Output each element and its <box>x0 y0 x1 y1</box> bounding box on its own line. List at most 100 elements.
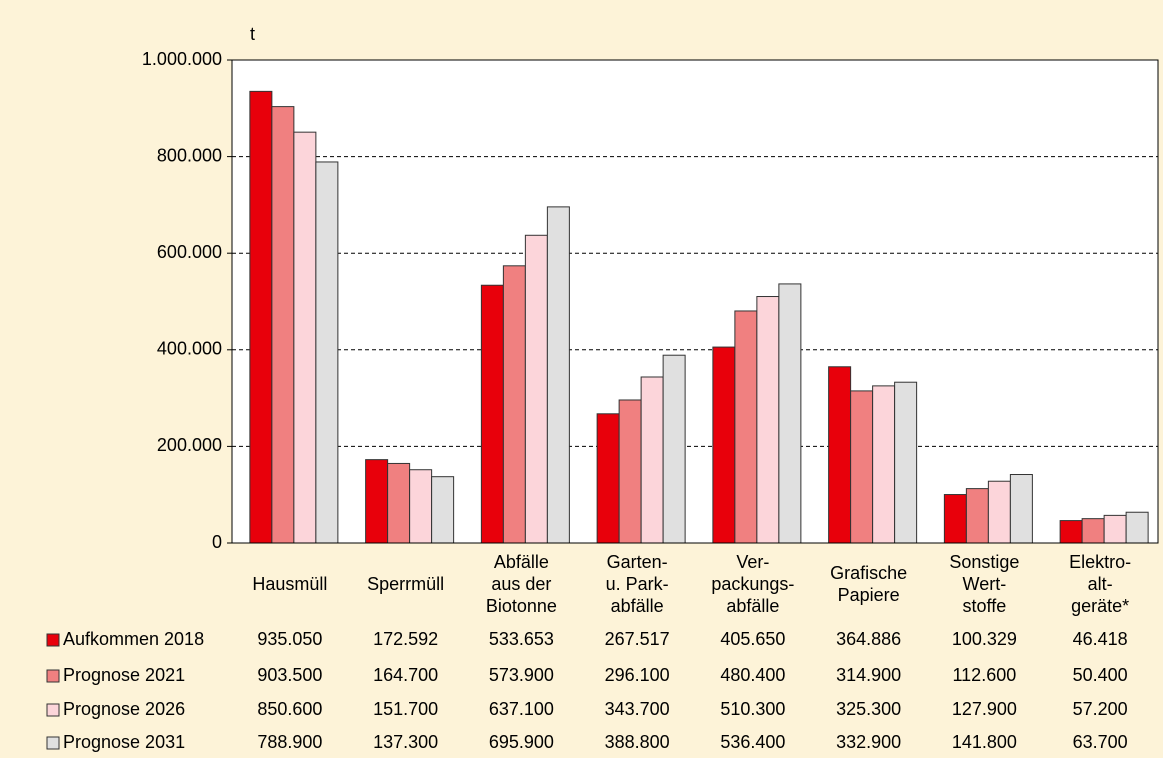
table-value: 332.900 <box>836 732 901 752</box>
x-tick-label: Ver- <box>736 552 769 572</box>
bar <box>965 488 989 544</box>
table-value: 164.700 <box>373 665 438 685</box>
table-value: 172.592 <box>373 629 438 649</box>
x-tick-label: abfälle <box>726 596 779 616</box>
legend-swatch <box>46 669 60 683</box>
bar <box>365 459 389 544</box>
x-tick-label: Sonstige <box>949 552 1019 572</box>
table-value: 296.100 <box>605 665 670 685</box>
bar <box>1081 518 1105 544</box>
legend-label: Prognose 2031 <box>63 732 185 752</box>
x-tick-label: Elektro- <box>1069 552 1131 572</box>
x-tick-label: Wert- <box>963 574 1007 594</box>
bar <box>640 376 664 544</box>
bar <box>987 480 1011 544</box>
bar <box>778 283 802 544</box>
table-value: 480.400 <box>720 665 785 685</box>
x-tick-label: Papiere <box>838 585 900 605</box>
bar <box>1103 514 1127 544</box>
bar <box>756 296 780 544</box>
table-value: 151.700 <box>373 699 438 719</box>
bar <box>387 462 411 544</box>
table-value: 267.517 <box>605 629 670 649</box>
table-value: 533.653 <box>489 629 554 649</box>
table-value: 903.500 <box>257 665 322 685</box>
bar <box>662 354 686 544</box>
bar <box>596 413 620 544</box>
y-tick-label: 0 <box>212 532 222 552</box>
legend-swatch <box>46 703 60 717</box>
bar <box>828 366 852 544</box>
legend-label: Prognose 2021 <box>63 665 185 685</box>
table-value: 57.200 <box>1073 699 1128 719</box>
table-value: 112.600 <box>953 665 1017 685</box>
bar <box>712 346 736 544</box>
bar <box>480 284 504 544</box>
bar <box>431 476 455 544</box>
bar <box>618 399 642 544</box>
table-value: 343.700 <box>605 699 670 719</box>
table-value: 935.050 <box>257 629 322 649</box>
x-tick-label: stoffe <box>963 596 1007 616</box>
x-tick-label: abfälle <box>611 596 664 616</box>
table-value: 325.300 <box>836 699 901 719</box>
bar <box>409 469 433 544</box>
table-value: 314.900 <box>836 665 901 685</box>
table-value: 637.100 <box>489 699 554 719</box>
legend-label: Prognose 2026 <box>63 699 185 719</box>
y-tick-label: 800.000 <box>157 145 222 165</box>
legend-swatch <box>46 736 60 750</box>
table-value: 63.700 <box>1073 732 1128 752</box>
x-tick-label: Hausmüll <box>252 574 327 594</box>
bar <box>249 90 273 544</box>
table-value: 510.300 <box>720 699 785 719</box>
table-value: 364.886 <box>836 629 901 649</box>
plot-border <box>231 59 1159 544</box>
y-tick-label: 400.000 <box>157 339 222 359</box>
table-value: 788.900 <box>257 732 322 752</box>
x-tick-label: Abfälle <box>494 552 549 572</box>
table-value: 695.900 <box>489 732 554 752</box>
x-tick-label: alt- <box>1088 574 1113 594</box>
y-tick-label: 1.000.000 <box>142 49 222 69</box>
x-tick-label: packungs- <box>711 574 794 594</box>
bar <box>1059 520 1083 544</box>
table-value: 405.650 <box>720 629 785 649</box>
x-tick-label: Grafische <box>830 563 907 583</box>
table-value: 388.800 <box>605 732 670 752</box>
x-tick-label: u. Park- <box>606 574 669 594</box>
bar <box>1009 474 1033 544</box>
x-tick-label: Biotonne <box>486 596 557 616</box>
bar <box>1125 511 1149 544</box>
x-tick-label: Garten- <box>607 552 668 572</box>
table-value: 141.800 <box>952 732 1017 752</box>
table-value: 50.400 <box>1073 665 1128 685</box>
bar <box>850 390 874 544</box>
bar <box>894 381 918 544</box>
x-tick-label: Sperrmüll <box>367 574 444 594</box>
bar <box>315 161 339 544</box>
bar <box>943 494 967 544</box>
bar <box>502 265 526 544</box>
bar <box>293 131 317 544</box>
legend-label: Aufkommen 2018 <box>63 629 204 649</box>
y-tick-label: 200.000 <box>157 435 222 455</box>
table-value: 127.900 <box>952 699 1017 719</box>
bar <box>271 106 295 544</box>
y-axis-label: t <box>250 24 255 44</box>
bar <box>734 310 758 544</box>
table-value: 100.329 <box>952 629 1017 649</box>
table-value: 137.300 <box>373 732 438 752</box>
y-tick-label: 600.000 <box>157 242 222 262</box>
table-value: 850.600 <box>257 699 322 719</box>
bar <box>524 234 548 544</box>
bar <box>546 206 570 544</box>
table-value: 536.400 <box>720 732 785 752</box>
legend-swatch <box>46 633 60 647</box>
table-value: 46.418 <box>1073 629 1128 649</box>
bar <box>872 385 896 544</box>
x-tick-label: geräte* <box>1071 596 1129 616</box>
x-tick-label: aus der <box>491 574 551 594</box>
